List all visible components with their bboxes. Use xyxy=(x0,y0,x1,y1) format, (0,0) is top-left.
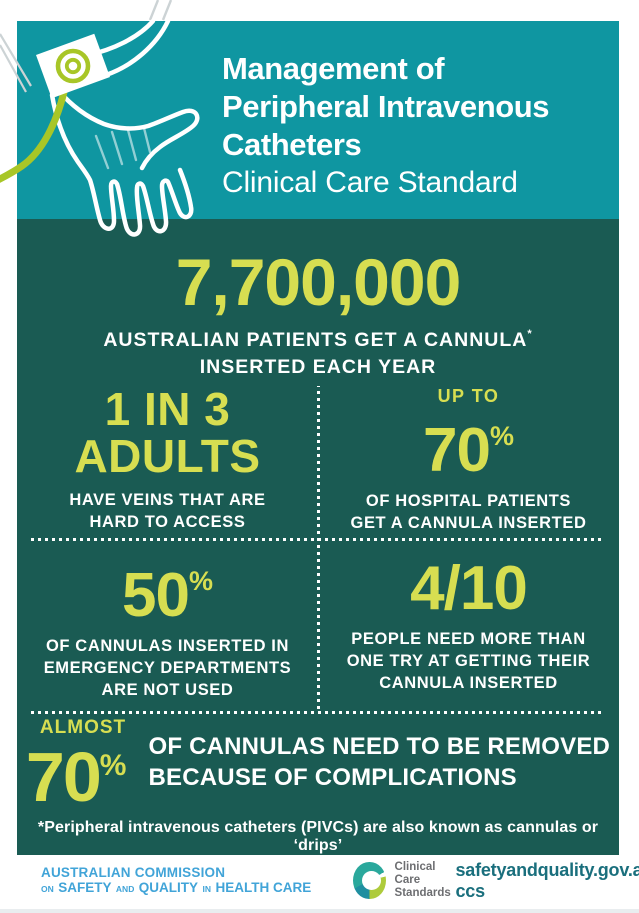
commission-line-2: ON SAFETY AND QUALITY IN HEALTH CARE xyxy=(41,880,311,897)
percent-sign: % xyxy=(188,566,213,596)
stat-adults-desc-2: HARD TO ACCESS xyxy=(89,513,246,531)
highlight-number: 70% xyxy=(26,737,127,812)
ccs-label-line-2: Standards xyxy=(394,887,451,899)
stat-adults-big-2: ADULTS xyxy=(74,430,261,482)
highlight-stat: ALMOST 70% OF CANNULAS NEED TO BE REMOVE… xyxy=(17,714,619,812)
stat-hospital-desc-1: OF HOSPITAL PATIENTS xyxy=(365,491,572,510)
ccs-label-line-1: Clinical Care xyxy=(394,861,436,886)
hero-caption-line1: AUSTRALIAN PATIENTS GET A CANNULA xyxy=(103,329,528,351)
title-line-2: Peripheral Intravenous xyxy=(222,89,550,124)
vertical-dotted-divider xyxy=(316,386,320,709)
stat-cell-adults: 1 IN 3 ADULTS HAVE VEINS THAT ARE HARD T… xyxy=(17,381,318,538)
percent-sign: % xyxy=(99,748,127,782)
stat-adults-big-1: 1 IN 3 xyxy=(104,383,231,435)
hero-caption: AUSTRALIAN PATIENTS GET A CANNULA* INSER… xyxy=(17,321,619,381)
hero-caption-asterisk: * xyxy=(527,328,533,340)
stats-row-1: 1 IN 3 ADULTS HAVE VEINS THAT ARE HARD T… xyxy=(17,381,619,538)
footer: AUSTRALIAN COMMISSION ON SAFETY AND QUAL… xyxy=(17,855,639,906)
stat-hospital-prefix: UP TO xyxy=(437,385,500,406)
stat-emergency-number: 50% xyxy=(122,551,213,627)
stat-adults-desc-1: HAVE VEINS THAT ARE xyxy=(69,491,266,509)
highlight-number-value: 70 xyxy=(25,737,102,816)
percent-sign: % xyxy=(489,420,514,451)
commission-word-quality: QUALITY xyxy=(138,879,199,895)
footer-url: safetyandquality.gov.au/pivc-ccs xyxy=(455,859,639,901)
stat-adults-desc: HAVE VEINS THAT ARE HARD TO ACCESS xyxy=(69,489,265,533)
stat-hospital-number-value: 70 xyxy=(423,415,491,485)
commission-logo: AUSTRALIAN COMMISSION ON SAFETY AND QUAL… xyxy=(41,865,311,897)
highlight-prefix: ALMOST xyxy=(39,716,127,738)
page-title: Management of Peripheral Intravenous Cat… xyxy=(222,50,550,202)
commission-word-and: AND xyxy=(115,883,135,894)
stats-grid: 1 IN 3 ADULTS HAVE VEINS THAT ARE HARD T… xyxy=(17,381,619,714)
stat-hospital-number: 70% xyxy=(423,406,514,481)
bottom-edge-strip xyxy=(0,909,639,913)
stat-hospital-desc-2: GET A CANNULA INSERTED xyxy=(350,513,587,532)
header-banner: Management of Peripheral Intravenous Cat… xyxy=(17,21,619,219)
stat-tries-desc: PEOPLE NEED MORE THAN ONE TRY AT GETTING… xyxy=(347,628,591,694)
clinical-care-standards-logo: Clinical Care Standards xyxy=(353,861,455,900)
footnote: *Peripheral intravenous catheters (PIVCs… xyxy=(37,819,599,854)
ccs-ring-icon xyxy=(353,862,386,899)
commission-word-health-care: HEALTH CARE xyxy=(215,879,312,895)
ccs-logo-label: Clinical Care Standards xyxy=(395,861,456,900)
stat-emergency-number-value: 50 xyxy=(122,561,190,630)
stat-emergency-desc-2: EMERGENCY DEPARTMENTS xyxy=(43,659,292,677)
stat-emergency-desc-1: OF CANNULAS INSERTED IN xyxy=(46,637,289,655)
hero-caption-line2: INSERTED EACH YEAR xyxy=(199,356,437,378)
title-line-1: Management of xyxy=(222,51,445,86)
stat-hospital-desc: OF HOSPITAL PATIENTS GET A CANNULA INSER… xyxy=(351,490,587,534)
highlight-desc-2: BECAUSE OF COMPLICATIONS xyxy=(148,764,517,791)
hero-stat: 7,700,000 AUSTRALIAN PATIENTS GET A CANN… xyxy=(17,219,619,381)
highlight-number-block: ALMOST 70% xyxy=(26,716,127,812)
stat-cell-tries: 4/10 PEOPLE NEED MORE THAN ONE TRY AT GE… xyxy=(318,541,619,711)
stats-row-2: 50% OF CANNULAS INSERTED IN EMERGENCY DE… xyxy=(17,541,619,711)
stats-panel: 7,700,000 AUSTRALIAN PATIENTS GET A CANN… xyxy=(17,219,619,855)
stat-tries-desc-2: ONE TRY AT GETTING THEIR xyxy=(346,651,591,670)
hero-number: 7,700,000 xyxy=(175,245,462,319)
commission-line-1: AUSTRALIAN COMMISSION xyxy=(41,864,226,880)
title-subtitle: Clinical Care Standard xyxy=(222,166,518,199)
stat-cell-emergency: 50% OF CANNULAS INSERTED IN EMERGENCY DE… xyxy=(17,541,318,711)
tube-line-top xyxy=(148,0,160,21)
stat-tries-desc-1: PEOPLE NEED MORE THAN xyxy=(351,629,586,648)
tube-line-top-2 xyxy=(161,0,173,21)
commission-word-safety: SAFETY xyxy=(58,879,112,895)
title-line-3: Catheters xyxy=(222,127,362,162)
stat-tries-desc-3: CANNULA INSERTED xyxy=(379,673,558,692)
stat-tries-number: 4/10 xyxy=(410,553,528,623)
stat-emergency-desc-3: ARE NOT USED xyxy=(101,681,234,699)
highlight-desc: OF CANNULAS NEED TO BE REMOVED BECAUSE O… xyxy=(148,731,610,793)
stat-emergency-desc: OF CANNULAS INSERTED IN EMERGENCY DEPART… xyxy=(44,635,292,701)
commission-word-in: IN xyxy=(202,883,212,894)
stat-cell-hospital: UP TO 70% OF HOSPITAL PATIENTS GET A CAN… xyxy=(318,381,619,538)
horizontal-dotted-divider-2 xyxy=(31,711,605,714)
commission-word-on: ON xyxy=(41,883,54,894)
highlight-desc-1: OF CANNULAS NEED TO BE REMOVED xyxy=(148,733,611,760)
